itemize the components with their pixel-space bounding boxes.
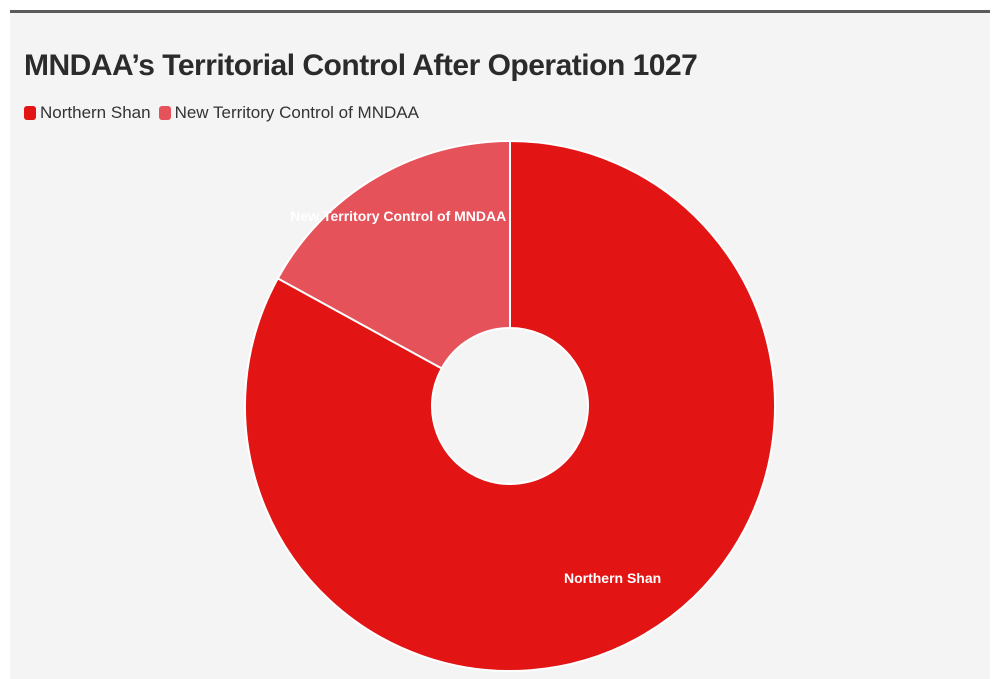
chart-legend: Northern Shan New Territory Control of M… — [24, 103, 427, 123]
slice-label-1: New Territory Control of MNDAA — [290, 208, 506, 224]
donut-slices — [244, 139, 776, 672]
legend-swatch-northern-shan — [24, 106, 36, 120]
legend-item-northern-shan[interactable]: Northern Shan — [24, 103, 151, 123]
legend-item-new-territory[interactable]: New Territory Control of MNDAA — [158, 103, 419, 123]
donut-slice-0[interactable] — [244, 139, 776, 672]
slice-label-0: Northern Shan — [564, 570, 661, 586]
legend-label-northern-shan: Northern Shan — [40, 103, 151, 122]
legend-swatch-new-territory — [158, 106, 171, 120]
chart-title: MNDAA’s Territorial Control After Operat… — [24, 49, 698, 82]
legend-label-new-territory: New Territory Control of MNDAA — [174, 103, 419, 122]
donut-slice-1[interactable] — [276, 139, 511, 370]
donut-labels: Northern Shan New Territory Control of MN… — [290, 208, 661, 586]
